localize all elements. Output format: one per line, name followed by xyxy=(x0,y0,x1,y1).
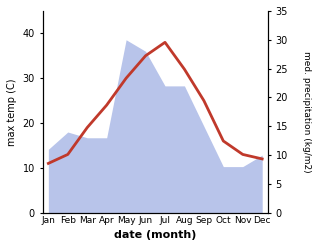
X-axis label: date (month): date (month) xyxy=(114,230,197,240)
Y-axis label: max temp (C): max temp (C) xyxy=(7,78,17,145)
Y-axis label: med. precipitation (kg/m2): med. precipitation (kg/m2) xyxy=(302,51,311,173)
